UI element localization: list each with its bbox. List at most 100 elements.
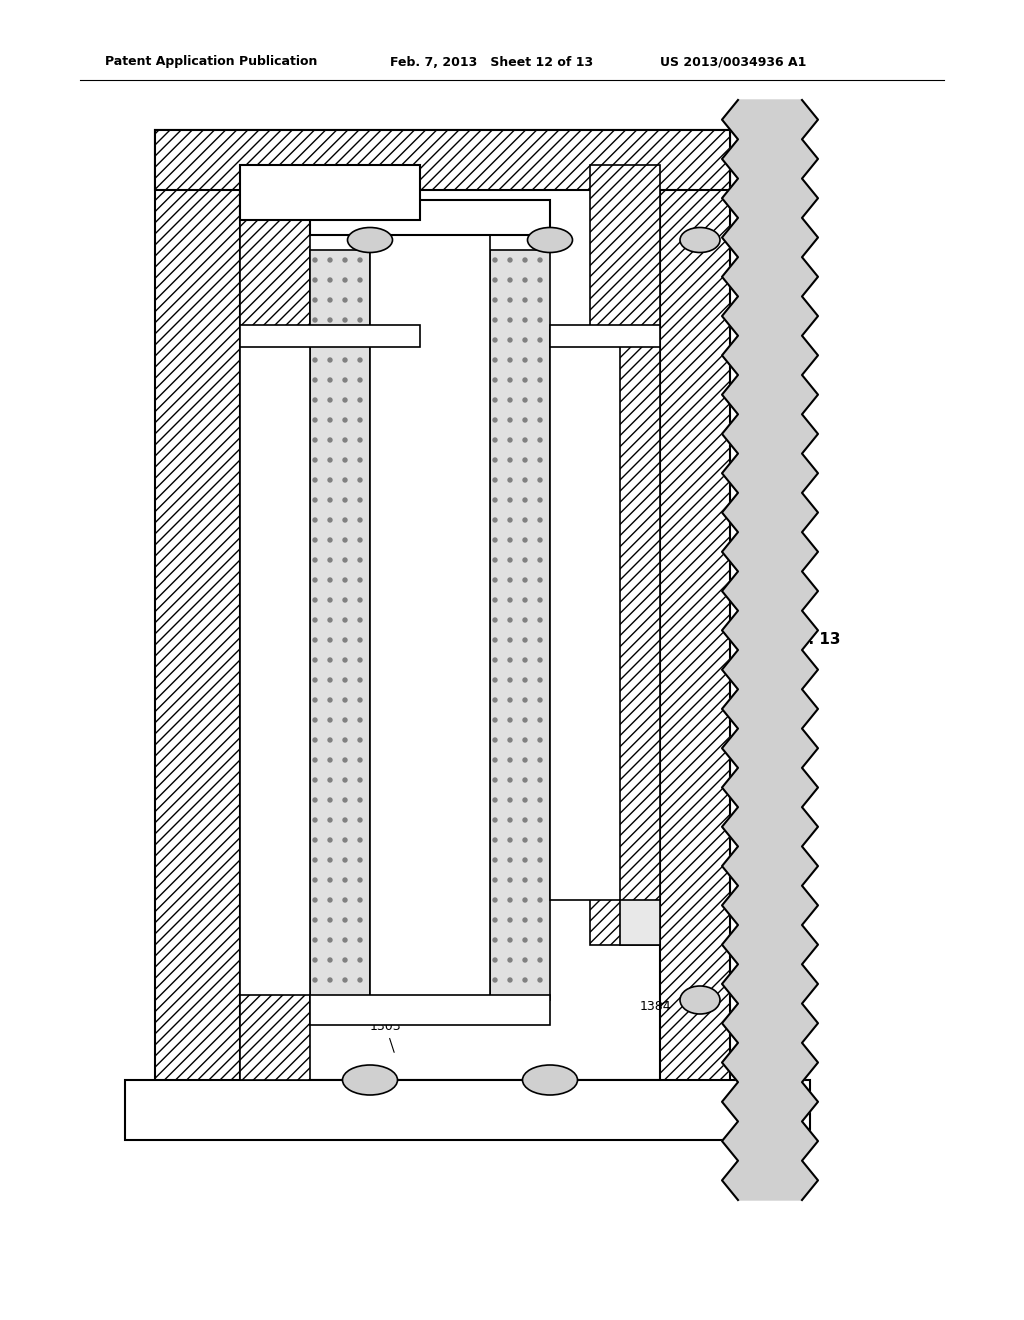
Circle shape [523, 777, 527, 781]
Circle shape [328, 318, 332, 322]
Circle shape [493, 838, 497, 842]
Circle shape [343, 698, 347, 702]
Bar [125, 1080, 810, 1140]
Circle shape [508, 498, 512, 502]
Circle shape [523, 718, 527, 722]
Circle shape [493, 478, 497, 482]
Circle shape [313, 298, 317, 302]
Circle shape [508, 517, 512, 521]
Circle shape [343, 298, 347, 302]
Circle shape [493, 598, 497, 602]
Circle shape [508, 718, 512, 722]
Ellipse shape [680, 227, 720, 252]
Circle shape [328, 498, 332, 502]
Circle shape [493, 298, 497, 302]
Circle shape [493, 818, 497, 822]
Circle shape [313, 738, 317, 742]
Circle shape [358, 878, 362, 882]
Circle shape [328, 378, 332, 381]
Circle shape [328, 818, 332, 822]
Circle shape [358, 478, 362, 482]
Bar [490, 249, 550, 1001]
Circle shape [523, 758, 527, 762]
Circle shape [313, 638, 317, 642]
Circle shape [508, 539, 512, 543]
Circle shape [508, 298, 512, 302]
Circle shape [508, 738, 512, 742]
Circle shape [343, 418, 347, 422]
Circle shape [343, 978, 347, 982]
Circle shape [358, 318, 362, 322]
Circle shape [358, 657, 362, 663]
Circle shape [538, 539, 542, 543]
Circle shape [343, 458, 347, 462]
Circle shape [313, 978, 317, 982]
Circle shape [358, 498, 362, 502]
Circle shape [523, 279, 527, 282]
Circle shape [538, 598, 542, 602]
Circle shape [343, 878, 347, 882]
Circle shape [343, 758, 347, 762]
Circle shape [358, 718, 362, 722]
Bar [310, 249, 370, 1001]
Circle shape [328, 418, 332, 422]
Circle shape [523, 657, 527, 663]
Circle shape [493, 279, 497, 282]
Circle shape [313, 517, 317, 521]
Circle shape [523, 418, 527, 422]
Circle shape [523, 478, 527, 482]
Circle shape [328, 598, 332, 602]
Circle shape [508, 698, 512, 702]
Circle shape [328, 657, 332, 663]
Circle shape [508, 818, 512, 822]
Circle shape [538, 799, 542, 803]
Circle shape [358, 418, 362, 422]
Circle shape [508, 478, 512, 482]
Circle shape [523, 257, 527, 261]
Circle shape [328, 458, 332, 462]
Circle shape [328, 338, 332, 342]
Circle shape [328, 858, 332, 862]
Circle shape [343, 539, 347, 543]
Circle shape [523, 838, 527, 842]
Circle shape [328, 638, 332, 642]
Circle shape [538, 498, 542, 502]
Circle shape [523, 498, 527, 502]
Circle shape [538, 279, 542, 282]
Circle shape [328, 358, 332, 362]
Bar [370, 220, 490, 1010]
Circle shape [343, 558, 347, 562]
Circle shape [508, 438, 512, 442]
Circle shape [538, 858, 542, 862]
Circle shape [523, 517, 527, 521]
Text: US 2013/0034936 A1: US 2013/0034936 A1 [660, 55, 806, 69]
Circle shape [343, 799, 347, 803]
Circle shape [313, 698, 317, 702]
Circle shape [358, 858, 362, 862]
Circle shape [313, 758, 317, 762]
Circle shape [328, 799, 332, 803]
Circle shape [493, 358, 497, 362]
Circle shape [313, 657, 317, 663]
Circle shape [538, 358, 542, 362]
Circle shape [343, 738, 347, 742]
Circle shape [313, 838, 317, 842]
Circle shape [508, 378, 512, 381]
Circle shape [523, 878, 527, 882]
Circle shape [508, 958, 512, 962]
Circle shape [523, 578, 527, 582]
Circle shape [313, 438, 317, 442]
Circle shape [493, 438, 497, 442]
Circle shape [328, 578, 332, 582]
Circle shape [493, 558, 497, 562]
Circle shape [523, 598, 527, 602]
Circle shape [343, 338, 347, 342]
Circle shape [343, 279, 347, 282]
Circle shape [328, 517, 332, 521]
Circle shape [313, 878, 317, 882]
Circle shape [523, 638, 527, 642]
Circle shape [313, 598, 317, 602]
Circle shape [538, 257, 542, 261]
Circle shape [493, 678, 497, 682]
Circle shape [313, 318, 317, 322]
